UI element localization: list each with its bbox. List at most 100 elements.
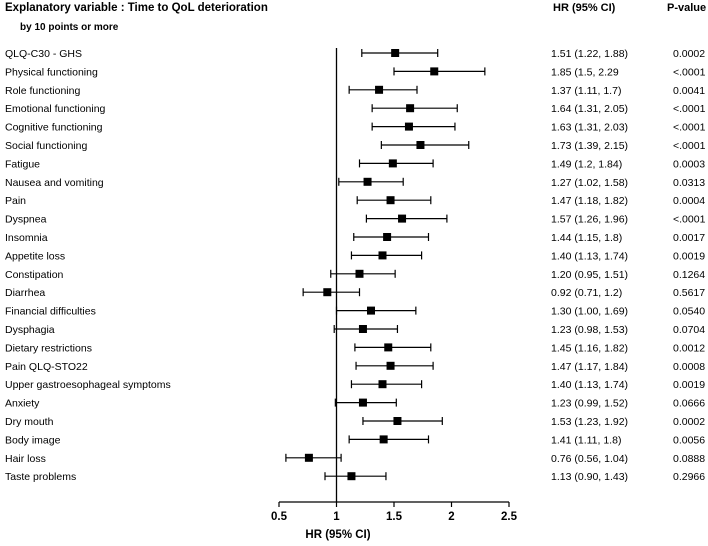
hr-point (386, 196, 395, 205)
x-tick-label: 0.5 (271, 511, 288, 523)
forest-row: Anxiety 1.23 (0.99, 1.52) 0.0666 (5, 398, 705, 410)
forest-row: Pain 1.47 (1.18, 1.82) 0.0004 (5, 195, 705, 207)
hr-ci-value: 1.23 (0.99, 1.52) (551, 398, 628, 410)
hr-ci-value: 1.44 (1.15, 1.8) (551, 232, 622, 244)
chart-subtitle: by 10 points or more (20, 22, 119, 33)
x-tick-label: 2.5 (501, 511, 518, 523)
row-label: Fatigue (5, 158, 40, 170)
p-value: 0.1264 (673, 269, 705, 281)
row-label: Insomnia (5, 232, 48, 244)
row-label: Upper gastroesophageal symptoms (5, 379, 171, 391)
hr-ci-value: 1.45 (1.16, 1.82) (551, 342, 628, 354)
hr-ci-value: 1.27 (1.02, 1.58) (551, 177, 628, 189)
row-label: Emotional functioning (5, 103, 106, 115)
hr-point (406, 104, 415, 113)
hr-ci-value: 1.51 (1.22, 1.88) (551, 48, 628, 60)
row-label: Dyspnea (5, 214, 47, 226)
forest-row: Insomnia 1.44 (1.15, 1.8) 0.0017 (5, 232, 705, 244)
forest-row: Pain QLQ-STO22 1.47 (1.17, 1.84) 0.0008 (5, 361, 705, 373)
hr-ci-value: 1.37 (1.11, 1.7) (551, 85, 621, 97)
hr-ci-value: 1.20 (0.95, 1.51) (551, 269, 628, 281)
forest-row: Dyspnea 1.57 (1.26, 1.96) <.0001 (5, 214, 706, 226)
hr-point (416, 141, 425, 149)
hr-point (404, 122, 413, 131)
forest-row: QLQ-C30 - GHS 1.51 (1.22, 1.88) 0.0002 (5, 48, 705, 60)
hr-ci-value: 1.47 (1.18, 1.82) (551, 195, 628, 207)
hr-point (375, 85, 384, 94)
hr-point (363, 177, 372, 186)
forest-row: Physical functioning 1.85 (1.5, 2.29 <.000… (5, 66, 706, 78)
chart-title: Explanatory variable : Time to QoL deter… (5, 2, 268, 14)
p-value: <.0001 (673, 66, 706, 78)
hr-ci-value: 1.85 (1.5, 2.29 (551, 66, 619, 78)
p-value: 0.0017 (673, 232, 705, 244)
p-value: 0.0666 (673, 398, 705, 410)
p-value: 0.0019 (673, 250, 705, 262)
p-value: 0.0888 (673, 453, 705, 465)
row-label: Role functioning (5, 85, 80, 97)
row-label: Financial difficulties (5, 306, 96, 318)
p-value: 0.0313 (673, 177, 705, 189)
hr-ci-value: 1.30 (1.00, 1.69) (551, 306, 628, 318)
hr-ci-value: 1.41 (1.11, 1.8) (551, 434, 621, 446)
forest-row: Diarrhea 0.92 (0.71, 1.2) 0.5617 (5, 287, 705, 299)
hr-ci-value: 1.40 (1.13, 1.74) (551, 250, 628, 262)
p-value: 0.0041 (673, 85, 705, 97)
hr-point (379, 435, 388, 444)
p-value: <.0001 (673, 122, 706, 134)
hr-ci-value: 1.64 (1.31, 2.05) (551, 103, 628, 115)
p-value-column-header: P-value (667, 2, 706, 14)
forest-row: Emotional functioning 1.64 (1.31, 2.05) <.… (5, 103, 706, 115)
row-label: Constipation (5, 269, 64, 281)
hr-ci-value: 1.40 (1.13, 1.74) (551, 379, 628, 391)
x-axis: 0.5 1 1.5 2 2.5 (271, 48, 518, 523)
hr-point (430, 67, 439, 76)
p-value: 0.0002 (673, 416, 705, 428)
x-tick-label: 1 (333, 511, 340, 523)
hr-point (323, 288, 332, 297)
row-label: Dietary restrictions (5, 342, 92, 354)
hr-point (398, 214, 407, 223)
x-axis-label: HR (95% CI) (305, 529, 370, 541)
forest-row: Constipation 1.20 (0.95, 1.51) 0.1264 (5, 269, 705, 281)
hr-point (358, 325, 367, 333)
p-value: <.0001 (673, 214, 706, 226)
hr-ci-value: 1.73 (1.39, 2.15) (551, 140, 628, 152)
hr-point (355, 269, 364, 278)
hr-ci-value: 0.76 (0.56, 1.04) (551, 453, 628, 465)
p-value: <.0001 (673, 103, 706, 115)
p-value: <.0001 (673, 140, 706, 152)
row-label: Physical functioning (5, 66, 98, 78)
row-label: Social functioning (5, 140, 87, 152)
row-label: Body image (5, 434, 61, 446)
hr-point (388, 159, 397, 168)
forest-row: Dry mouth 1.53 (1.23, 1.92) 0.0002 (5, 416, 705, 428)
hr-ci-value: 1.63 (1.31, 2.03) (551, 122, 628, 134)
row-label: Pain QLQ-STO22 (5, 361, 88, 373)
hr-point (383, 233, 392, 241)
p-value: 0.0003 (673, 158, 705, 170)
forest-row: Hair loss 0.76 (0.56, 1.04) 0.0888 (5, 453, 705, 465)
forest-row: Cognitive functioning 1.63 (1.31, 2.03) <.… (5, 122, 706, 134)
forest-row: Role functioning 1.37 (1.11, 1.7) 0.0041 (5, 85, 705, 97)
hr-ci-value: 0.92 (0.71, 1.2) (551, 287, 622, 299)
p-value: 0.0540 (673, 306, 705, 318)
hr-point (393, 417, 402, 425)
hr-point (347, 472, 356, 481)
hr-point (384, 343, 393, 352)
hr-ci-value: 1.23 (0.98, 1.53) (551, 324, 628, 336)
row-label: Nausea and vomiting (5, 177, 104, 189)
forest-row: Body image 1.41 (1.11, 1.8) 0.0056 (5, 434, 705, 446)
hr-point (386, 361, 395, 370)
forest-row: Taste problems 1.13 (0.90, 1.43) 0.2966 (5, 471, 705, 483)
hr-ci-value: 1.49 (1.2, 1.84) (551, 158, 622, 170)
forest-row: Financial difficulties 1.30 (1.00, 1.69) 0… (5, 306, 705, 318)
hr-point (367, 306, 375, 315)
hr-point (304, 453, 313, 462)
p-value: 0.0019 (673, 379, 705, 391)
row-label: Anxiety (5, 398, 40, 410)
hr-ci-value: 1.57 (1.26, 1.96) (551, 214, 628, 226)
row-label: Dysphagia (5, 324, 55, 336)
p-value: 0.0056 (673, 434, 705, 446)
